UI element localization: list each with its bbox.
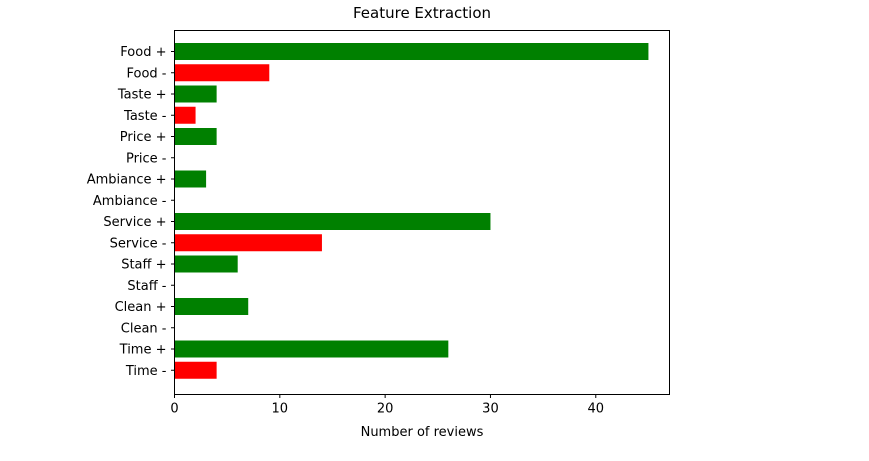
bar-staff-positive <box>174 255 238 273</box>
bar-food-negative <box>174 64 270 82</box>
bar-taste-positive <box>174 85 217 103</box>
y-tick-label: Ambiance + <box>87 173 167 188</box>
x-tick-label: 0 <box>170 402 178 417</box>
y-tick-label: Clean - <box>121 321 167 336</box>
y-tick-label: Clean + <box>115 300 167 315</box>
y-tick-label: Food + <box>120 45 166 60</box>
x-tick-label: 40 <box>588 402 605 417</box>
bar-service-negative <box>174 234 322 252</box>
y-tick-label: Food - <box>127 66 167 81</box>
plot-frame <box>174 30 670 395</box>
bars-group <box>174 43 649 379</box>
y-tick-label: Price + <box>120 130 167 145</box>
y-tick-label: Ambiance - <box>93 194 167 209</box>
y-tick-label: Service - <box>110 236 167 251</box>
bar-time-negative <box>174 361 217 379</box>
bar-ambiance-positive <box>174 170 207 188</box>
x-tick-label: 10 <box>272 402 289 417</box>
x-tick-label: 20 <box>377 402 394 417</box>
bar-taste-negative <box>174 106 196 124</box>
bar-food-positive <box>174 43 649 60</box>
y-tick-label: Staff - <box>127 279 166 294</box>
y-tick-label: Staff + <box>121 258 166 273</box>
chart-title: Feature Extraction <box>353 4 491 22</box>
x-tick-label: 30 <box>482 402 499 417</box>
bar-clean-positive <box>174 298 249 315</box>
y-tick-label: Taste - <box>123 109 167 124</box>
y-tick-label: Time - <box>125 364 167 379</box>
x-axis-label: Number of reviews <box>361 425 484 440</box>
bar-time-positive <box>174 340 449 358</box>
y-tick-label: Taste + <box>117 88 167 103</box>
bar-service-positive <box>174 213 491 230</box>
x-axis-ticks: 0 10 20 30 40 <box>170 394 605 417</box>
y-tick-label: Price - <box>126 151 167 166</box>
bar-price-positive <box>174 128 217 145</box>
y-tick-label: Service + <box>103 215 166 230</box>
y-axis-ticks: Food + Food - Taste + Taste - Price + Price -… <box>87 45 175 379</box>
y-tick-label: Time + <box>119 343 167 358</box>
